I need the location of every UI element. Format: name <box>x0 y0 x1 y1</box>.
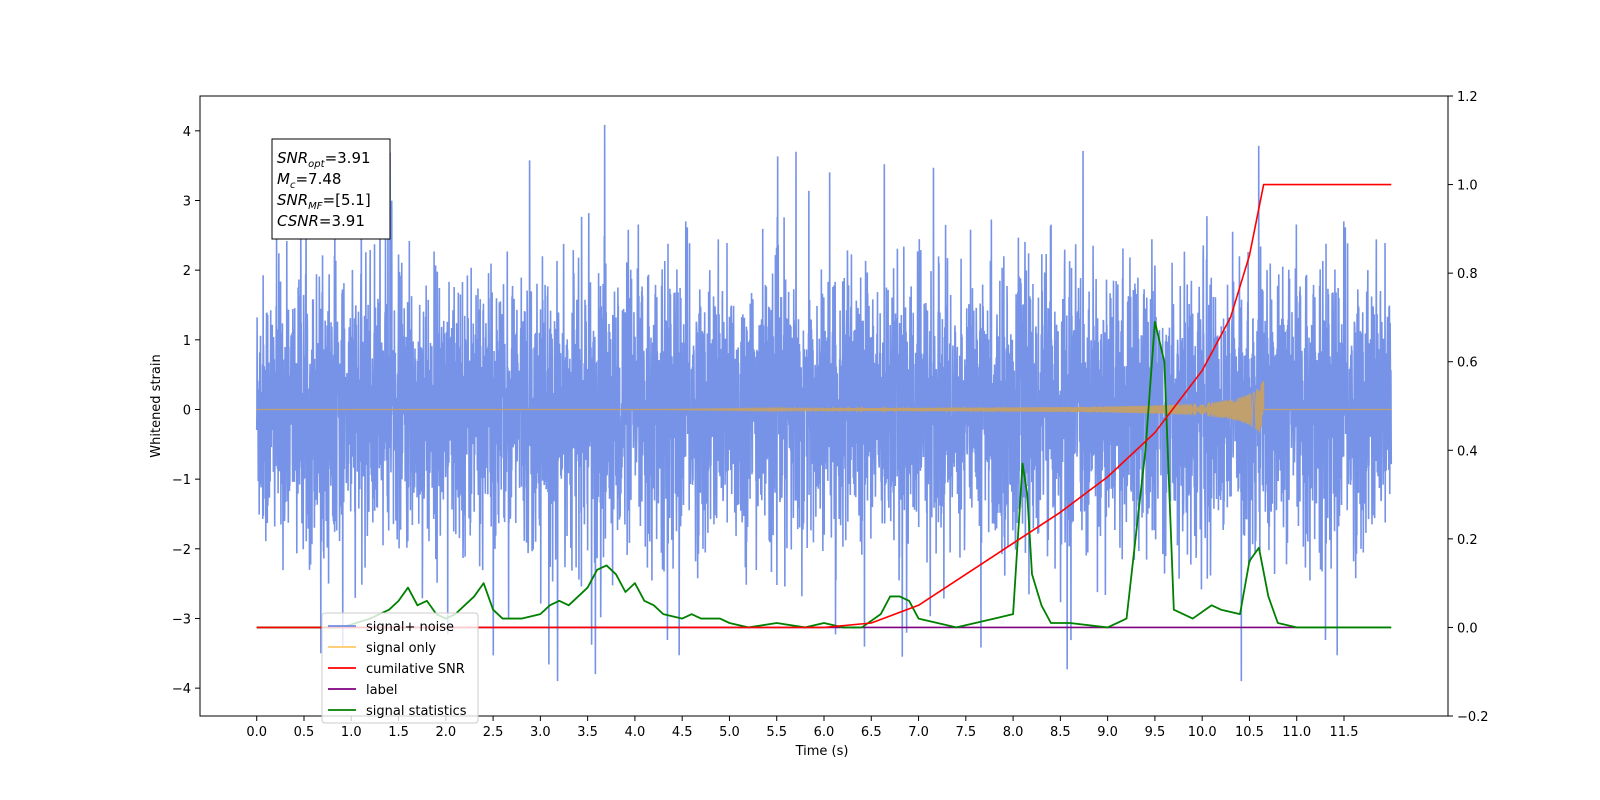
annotation-line: SNRopt=3.91 <box>277 149 371 170</box>
y-axis-ticks: 4 3 2 1 0 −1 −2 −3 −4 <box>172 125 200 697</box>
y2-axis-ticks: 1.2 1.0 0.8 0.6 0.4 0.2 0.0 −0.2 <box>1448 90 1489 725</box>
y2-tick-label: 0.8 <box>1457 267 1478 282</box>
x-tick-label: 5.0 <box>719 725 740 740</box>
y2-tick-label: 0.6 <box>1457 356 1478 371</box>
x-tick-label: 8.5 <box>1050 725 1071 740</box>
x-tick-label: 11.0 <box>1282 725 1311 740</box>
legend: signal+ noise signal only cumilative SNR la… <box>321 612 479 724</box>
y2-tick-label: 1.0 <box>1457 179 1478 194</box>
legend-label: label <box>366 683 397 698</box>
y-tick-label: −3 <box>172 612 191 627</box>
x-tick-label: 2.0 <box>435 725 456 740</box>
x-tick-label: 3.5 <box>577 725 598 740</box>
x-tick-label: 9.5 <box>1145 725 1166 740</box>
x-axis-label: Time (s) <box>795 744 849 759</box>
x-tick-label: 11.5 <box>1330 725 1359 740</box>
series-signal-statistics <box>256 320 1392 629</box>
legend-label: signal+ noise <box>366 620 454 635</box>
y-tick-label: −2 <box>172 543 191 558</box>
x-tick-label: 6.0 <box>814 725 835 740</box>
x-tick-label: 7.0 <box>908 725 929 740</box>
x-tick-label: 10.0 <box>1188 725 1217 740</box>
x-tick-label: 1.0 <box>341 725 362 740</box>
x-tick-label: 0.0 <box>246 725 267 740</box>
legend-label: cumilative SNR <box>366 662 465 677</box>
x-tick-label: 10.5 <box>1235 725 1264 740</box>
x-tick-label: 9.0 <box>1097 725 1118 740</box>
x-tick-label: 1.5 <box>388 725 409 740</box>
series-cumulative-snr <box>256 183 1392 629</box>
y2-tick-label: 0.4 <box>1457 444 1478 459</box>
y2-tick-label: 1.2 <box>1457 90 1478 105</box>
y-tick-label: 0 <box>183 403 191 418</box>
x-tick-label: 4.0 <box>625 725 646 740</box>
x-tick-label: 6.5 <box>861 725 882 740</box>
x-axis-ticks: 0.0 0.5 1.0 1.5 2.0 2.5 3.0 3.5 4.0 4.5 5.0 5.5 6.0 6… <box>246 716 1358 740</box>
y-tick-label: −4 <box>172 682 191 697</box>
legend-label: signal only <box>366 641 436 656</box>
series-signal-noise <box>255 124 1393 682</box>
annotation-line: SNRMF=[5.1] <box>277 191 371 212</box>
y2-tick-label: −0.2 <box>1457 710 1489 725</box>
y2-tick-label: 0.2 <box>1457 533 1478 548</box>
x-tick-label: 5.5 <box>766 725 787 740</box>
series-signal-only <box>256 381 1392 433</box>
y-tick-label: 2 <box>183 264 191 279</box>
x-tick-label: 2.5 <box>483 725 504 740</box>
legend-frame <box>321 612 479 724</box>
y-tick-label: 1 <box>183 334 191 349</box>
x-tick-label: 7.5 <box>955 725 976 740</box>
annotation-frame <box>271 138 391 240</box>
x-tick-label: 8.0 <box>1003 725 1024 740</box>
annotation-line: Mc=7.48 <box>277 170 341 191</box>
y-tick-label: −1 <box>172 473 191 488</box>
y-tick-label: 4 <box>183 125 191 140</box>
y2-tick-label: 0.0 <box>1457 621 1478 636</box>
axes-frame <box>199 95 1449 717</box>
legend-label: signal statistics <box>366 704 467 719</box>
x-tick-label: 4.5 <box>672 725 693 740</box>
x-tick-label: 0.5 <box>294 725 315 740</box>
y-tick-label: 3 <box>183 194 191 209</box>
x-tick-label: 3.0 <box>530 725 551 740</box>
annotation-line: CSNR=3.91 <box>277 212 365 230</box>
y-axis-label: Whitened strain <box>149 354 164 457</box>
